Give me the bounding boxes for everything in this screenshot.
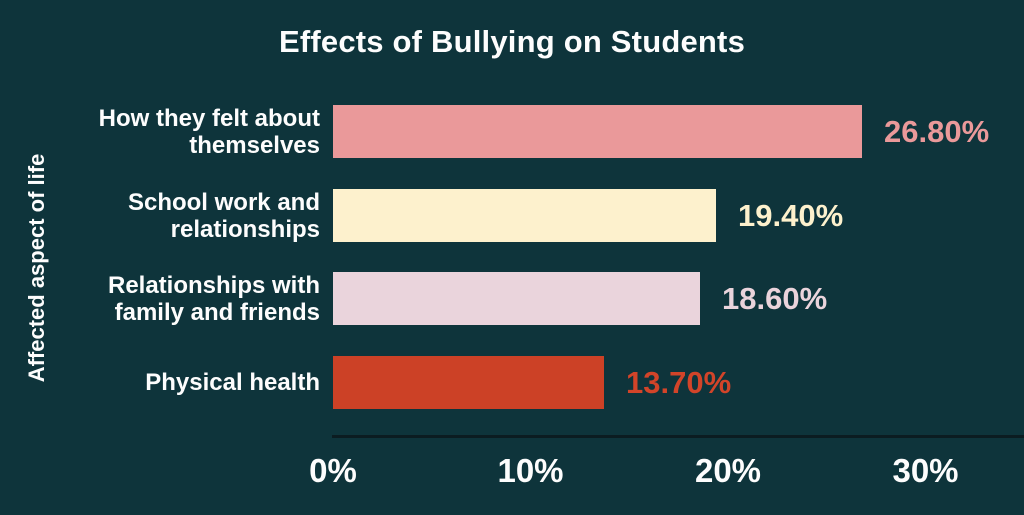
category-label-line: relationships: [170, 215, 320, 243]
bar: [333, 356, 604, 409]
bar-value-label: 13.70%: [626, 364, 732, 400]
bar: [333, 105, 862, 158]
category-label: Physical health: [70, 356, 320, 409]
category-label-line: themselves: [189, 131, 320, 159]
x-axis-tick-label: 0%: [309, 452, 357, 489]
x-axis-tick-label: 20%: [694, 452, 762, 489]
y-axis-label: Affected aspect of life: [24, 153, 49, 383]
chart-title: Effects of Bullying on Students: [278, 24, 746, 59]
category-label: How they felt about themselves: [70, 104, 320, 159]
category-label-line: Physical health: [145, 369, 320, 396]
bar-value-label: 18.60%: [722, 280, 828, 316]
x-axis-line: [332, 435, 1024, 438]
bar: [333, 189, 716, 242]
bar-value-label: 19.40%: [738, 197, 844, 233]
category-label-line: School work and: [127, 188, 320, 216]
x-axis-tick-label: 10%: [497, 452, 564, 489]
category-label-line: How they felt about: [98, 104, 320, 132]
category-label-line: Relationships with: [107, 271, 320, 299]
x-axis-tick-label: 30%: [892, 452, 959, 489]
category-label: Relationships with family and friends: [70, 271, 320, 326]
bar-value-label: 26.80%: [884, 113, 990, 149]
category-label-line: family and friends: [114, 298, 320, 326]
bar: [333, 272, 700, 325]
category-label: School work and relationships: [70, 188, 320, 243]
